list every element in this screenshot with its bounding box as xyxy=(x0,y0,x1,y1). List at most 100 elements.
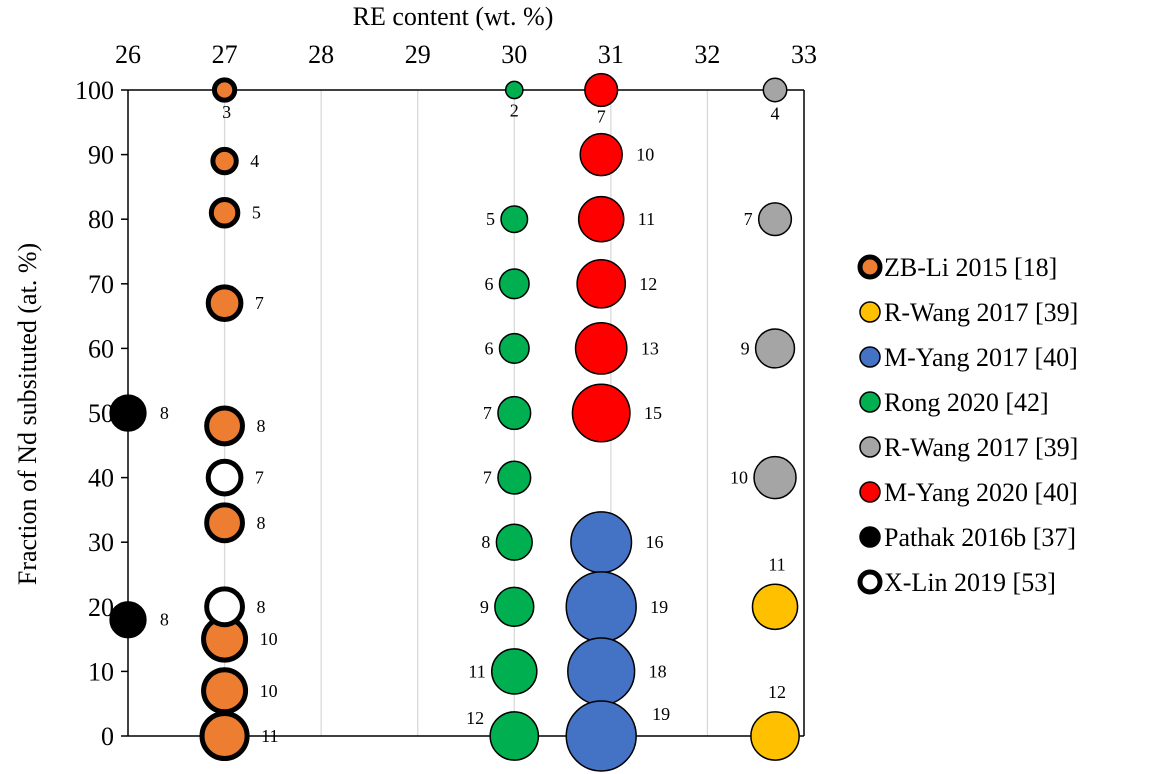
x-tick-label-30: 30 xyxy=(501,40,527,69)
bubble-label-s4-p0: 4 xyxy=(771,104,780,124)
bubble-label-s0-p2: 5 xyxy=(252,203,261,223)
bubble-s3-p7 xyxy=(494,586,535,627)
bubble-label-s3-p7: 9 xyxy=(480,597,489,617)
legend-label-1: R-Wang 2017 [39] xyxy=(884,298,1078,327)
bubble-label-s0-p7: 10 xyxy=(260,681,278,701)
bubble-label-s3-p3: 6 xyxy=(484,338,493,358)
legend-label-3: Rong 2020 [42] xyxy=(884,388,1049,417)
legend-marker-6 xyxy=(859,526,881,548)
x-axis-title: RE content (wt. %) xyxy=(353,2,554,31)
x-tick-label-32: 32 xyxy=(694,40,720,69)
bubble-s3-p8 xyxy=(490,648,538,695)
legend-marker-1 xyxy=(859,301,881,323)
bubble-label-s4-p3: 10 xyxy=(730,468,748,488)
bubble-s7-p1 xyxy=(204,586,245,628)
bubble-label-s3-p5: 7 xyxy=(483,468,492,488)
bubble-s2-p0 xyxy=(570,511,633,574)
bubble-label-s0-p0: 3 xyxy=(222,102,231,122)
y-tick-label-100: 100 xyxy=(75,76,114,105)
bubble-label-s0-p6: 10 xyxy=(260,629,278,649)
bubble-label-s6-p0: 8 xyxy=(160,403,169,423)
bubble-label-s5-p3: 12 xyxy=(639,274,657,294)
bubble-s4-p0 xyxy=(762,77,788,103)
bubble-label-s5-p4: 13 xyxy=(641,338,659,358)
bubble-s0-p3 xyxy=(205,284,244,323)
bubble-label-s3-p4: 7 xyxy=(483,403,492,423)
bubble-s3-p6 xyxy=(495,523,533,561)
bubble-s0-p1 xyxy=(210,146,239,176)
bubble-s3-p1 xyxy=(500,205,529,234)
bubble-label-s4-p2: 9 xyxy=(741,338,750,358)
bubble-label-s7-p1: 8 xyxy=(256,597,265,617)
bubble-s5-p3 xyxy=(576,258,627,309)
bubble-s3-p5 xyxy=(497,460,532,495)
bubble-label-s0-p1: 4 xyxy=(250,151,259,171)
x-tick-label-33: 33 xyxy=(791,40,817,69)
y-axis-title: Fraction of Nd subsituted (at. %) xyxy=(13,243,42,585)
bubble-s0-p4 xyxy=(204,405,245,447)
bubble-s0-p0 xyxy=(211,77,238,103)
legend-label-2: M-Yang 2017 [40] xyxy=(884,343,1078,372)
bubble-s1-p1 xyxy=(750,711,800,761)
bubble-label-s1-p0: 11 xyxy=(768,554,785,574)
x-tick-label-27: 27 xyxy=(212,40,238,69)
bubble-label-s0-p3: 7 xyxy=(255,293,264,313)
bubble-label-s5-p2: 11 xyxy=(638,209,655,229)
bubbles xyxy=(109,72,800,772)
y-tick-label-80: 80 xyxy=(88,205,114,234)
y-tick-label-30: 30 xyxy=(88,528,114,557)
legend-label-7: X-Lin 2019 [53] xyxy=(884,568,1056,597)
y-tick-label-70: 70 xyxy=(88,270,114,299)
bubble-label-s1-p1: 12 xyxy=(768,682,786,702)
x-tick-label-26: 26 xyxy=(115,40,141,69)
bubble-label-s0-p5: 8 xyxy=(256,513,265,533)
bubble-s0-p2 xyxy=(208,196,241,229)
legend-marker-2 xyxy=(859,346,881,368)
legend: ZB-Li 2015 [18] R-Wang 2017 [39] M-Yang 20… xyxy=(857,253,1078,597)
legend-marker-4 xyxy=(859,436,881,458)
bubble-s7-p0 xyxy=(205,458,244,497)
y-tick-label-0: 0 xyxy=(101,722,114,751)
bubble-label-s2-p2: 18 xyxy=(649,661,667,681)
bubble-s5-p1 xyxy=(579,132,623,177)
bubble-s5-p4 xyxy=(574,322,628,375)
bubble-label-s3-p0: 2 xyxy=(510,101,519,121)
y-tick-label-90: 90 xyxy=(88,141,114,170)
legend-marker-5 xyxy=(859,481,881,503)
bubble-label-s2-p1: 19 xyxy=(650,597,668,617)
bubble-s3-p9 xyxy=(489,711,540,761)
bubble-s1-p0 xyxy=(751,583,799,631)
bubble-label-s3-p1: 5 xyxy=(486,209,495,229)
bubble-label-s4-p1: 7 xyxy=(744,209,753,229)
bubble-s6-p1 xyxy=(109,601,147,639)
bubble-s5-p0 xyxy=(584,72,619,108)
bubble-s4-p1 xyxy=(757,202,793,237)
bubble-s0-p5 xyxy=(204,502,245,544)
bubble-label-s5-p5: 15 xyxy=(644,403,662,423)
bubble-labels: 3 4 5 7 8 8 10 10 11 11 12 16 19 18 19 2 5 6 6 7 7 8 9 11 12 4 7 9 1… xyxy=(160,101,786,746)
bubble-label-s2-p0: 16 xyxy=(646,532,664,552)
bubble-s3-p2 xyxy=(498,268,530,300)
legend-marker-3 xyxy=(859,391,881,413)
bubble-label-s2-p3: 19 xyxy=(652,704,670,724)
bubble-s4-p3 xyxy=(753,455,797,500)
bubble-label-s0-p4: 8 xyxy=(256,416,265,436)
x-tick-label-28: 28 xyxy=(308,40,334,69)
bubble-s3-p4 xyxy=(497,395,532,431)
bubble-s6-p0 xyxy=(109,394,147,432)
bubble-s2-p3 xyxy=(565,700,637,772)
bubble-label-s0-p8: 11 xyxy=(261,726,278,746)
legend-label-0: ZB-Li 2015 [18] xyxy=(884,253,1057,282)
bubble-label-s3-p2: 6 xyxy=(484,274,493,294)
bubble-s2-p1 xyxy=(565,571,637,643)
bubble-label-s3-p8: 11 xyxy=(468,661,485,681)
bubble-s0-p8 xyxy=(199,710,250,762)
y-tick-label-40: 40 xyxy=(88,464,114,493)
legend-label-5: M-Yang 2020 [40] xyxy=(884,478,1078,507)
bubble-s3-p3 xyxy=(498,332,530,364)
bubble-label-s3-p6: 8 xyxy=(481,532,490,552)
y-tick-label-60: 60 xyxy=(88,334,114,363)
legend-marker-0 xyxy=(857,254,883,280)
